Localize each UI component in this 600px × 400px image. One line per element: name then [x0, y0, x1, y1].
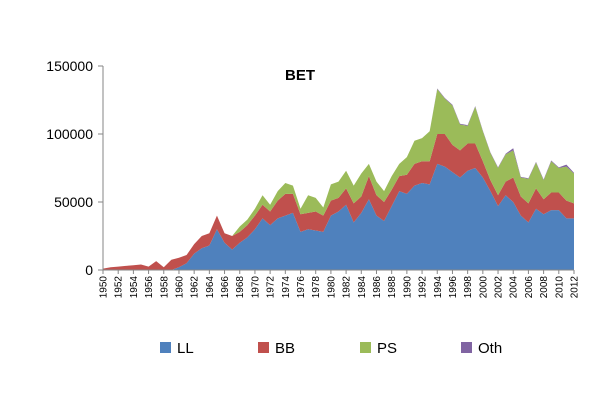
legend-label-ps: PS: [377, 340, 397, 357]
x-tick-label: 1998: [463, 276, 474, 299]
y-tick-label: 0: [85, 262, 93, 278]
legend-swatch-bb: [258, 342, 269, 353]
x-tick-label: 1978: [311, 276, 322, 299]
area-series-bb: [103, 134, 574, 270]
chart-title: BET: [285, 67, 315, 84]
x-tick-label: 1960: [174, 276, 185, 299]
y-tick-label: 150000: [46, 58, 93, 74]
x-tick-label: 1958: [159, 276, 170, 299]
x-axis-ticks: 1950 1952 1954 1956 1958 1960 1962 1964 1966 1968…: [99, 270, 581, 298]
x-tick-label: 1996: [448, 276, 459, 299]
x-tick-label: 2008: [539, 276, 550, 299]
x-tick-label: 2000: [478, 276, 489, 299]
legend-swatch-oth: [461, 342, 472, 353]
x-tick-label: 1968: [235, 276, 246, 299]
x-tick-label: 2002: [494, 276, 505, 299]
x-tick-label: 1990: [402, 276, 413, 299]
area-series-ps: [103, 89, 574, 269]
area-series-group: [103, 88, 574, 270]
legend: LL BB PS Oth: [160, 340, 502, 357]
x-tick-label: 2012: [570, 276, 581, 299]
x-tick-label: 1952: [114, 276, 125, 299]
x-tick-label: 1992: [418, 276, 429, 299]
x-tick-label: 1988: [387, 276, 398, 299]
legend-swatch-ll: [160, 342, 171, 353]
legend-label-ll: LL: [177, 340, 194, 357]
x-tick-label: 1980: [326, 276, 337, 299]
x-tick-label: 1982: [342, 276, 353, 299]
y-tick-label: 100000: [46, 126, 93, 142]
x-tick-label: 1986: [372, 276, 383, 299]
y-axis-ticks: 0 50000 100000 150000: [46, 58, 103, 278]
x-tick-label: 1984: [357, 276, 368, 299]
x-tick-label: 1976: [296, 276, 307, 299]
x-tick-label: 2004: [509, 276, 520, 299]
x-tick-label: 1954: [129, 276, 140, 299]
legend-label-oth: Oth: [478, 340, 502, 357]
x-tick-label: 2010: [554, 276, 565, 299]
x-tick-label: 1972: [266, 276, 277, 299]
y-tick-label: 50000: [54, 194, 93, 210]
x-tick-label: 1966: [220, 276, 231, 299]
x-tick-label: 2006: [524, 276, 535, 299]
x-tick-label: 1950: [99, 276, 110, 299]
x-tick-label: 1962: [190, 276, 201, 299]
x-tick-label: 1964: [205, 276, 216, 299]
legend-swatch-ps: [360, 342, 371, 353]
x-tick-label: 1994: [433, 276, 444, 299]
legend-label-bb: BB: [275, 340, 295, 357]
x-tick-label: 1956: [144, 276, 155, 299]
x-tick-label: 1970: [250, 276, 261, 299]
x-tick-label: 1974: [281, 276, 292, 299]
area-series-ll: [103, 163, 574, 270]
